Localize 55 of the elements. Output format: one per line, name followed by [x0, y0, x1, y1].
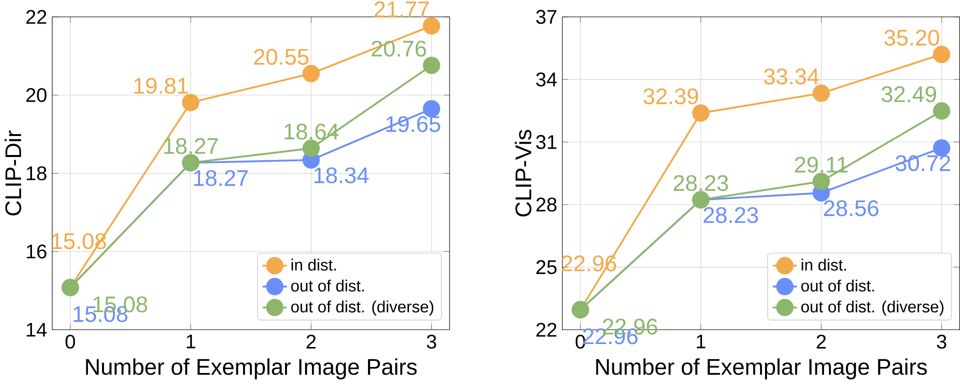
data-label: 28.56 — [824, 200, 878, 216]
point — [422, 17, 440, 35]
data-label: 21.77 — [374, 1, 429, 18]
data-label: 29.11 — [794, 156, 848, 173]
x-tick-label: 3 — [936, 334, 946, 349]
x-tick-label: 1 — [696, 334, 706, 348]
point — [302, 140, 320, 157]
legend-label: in dist. — [292, 258, 336, 271]
data-label: 35.20 — [884, 30, 940, 46]
data-label: 28.23 — [704, 207, 758, 224]
point — [932, 46, 950, 64]
data-label: 19.81 — [134, 78, 188, 94]
x-axis-title: Number of Exemplar Image Pairs — [86, 358, 417, 380]
y-tick-label: 18 — [26, 166, 46, 180]
data-label: 32.39 — [644, 88, 698, 104]
y-tick-label: 31 — [536, 134, 556, 149]
data-label: 18.27 — [194, 170, 248, 186]
point — [932, 102, 950, 120]
point — [302, 64, 320, 82]
y-tick-label: 37 — [536, 10, 556, 24]
point — [692, 104, 710, 122]
y-tick-label: 14 — [26, 322, 47, 336]
legend-label: out of dist. (diverse) — [291, 300, 434, 316]
y-tick-label: 25 — [536, 260, 557, 274]
point — [812, 84, 830, 102]
legend-label: out of dist. — [291, 280, 364, 292]
data-label: 28.23 — [674, 175, 728, 192]
legend-label: in dist. — [802, 258, 846, 271]
data-label: 20.55 — [254, 48, 308, 65]
y-tick-label: 34 — [536, 72, 557, 86]
y-tick-label: 16 — [26, 244, 46, 258]
x-axis-title: Number of Exemplar Image Pairs — [596, 358, 927, 380]
legend-label: out of dist. — [801, 280, 874, 292]
x-tick-label: 3 — [426, 334, 436, 349]
x-tick-label: 2 — [816, 334, 826, 348]
data-label: 18.27 — [164, 138, 218, 154]
x-tick-label: 2 — [306, 334, 316, 348]
x-tick-label: 0 — [66, 334, 76, 349]
x-tick-label: 1 — [186, 334, 196, 348]
legend-label: out of dist. (diverse) — [801, 300, 944, 316]
point — [812, 172, 830, 190]
y-axis-title: CLIP-Dir — [4, 130, 22, 216]
point — [182, 94, 200, 112]
y-tick-label: 22 — [26, 10, 46, 24]
y-tick-label: 22 — [536, 322, 556, 337]
data-label: 18.34 — [314, 167, 369, 184]
point — [932, 139, 950, 156]
data-label: 33.34 — [764, 68, 819, 84]
y-tick-label: 28 — [536, 198, 557, 212]
data-label: 20.76 — [372, 40, 426, 57]
point — [422, 100, 440, 118]
y-tick-label: 20 — [26, 88, 46, 102]
point — [422, 56, 440, 74]
y-axis-title: CLIP-Vis — [514, 130, 532, 216]
data-label: 32.49 — [882, 86, 936, 102]
